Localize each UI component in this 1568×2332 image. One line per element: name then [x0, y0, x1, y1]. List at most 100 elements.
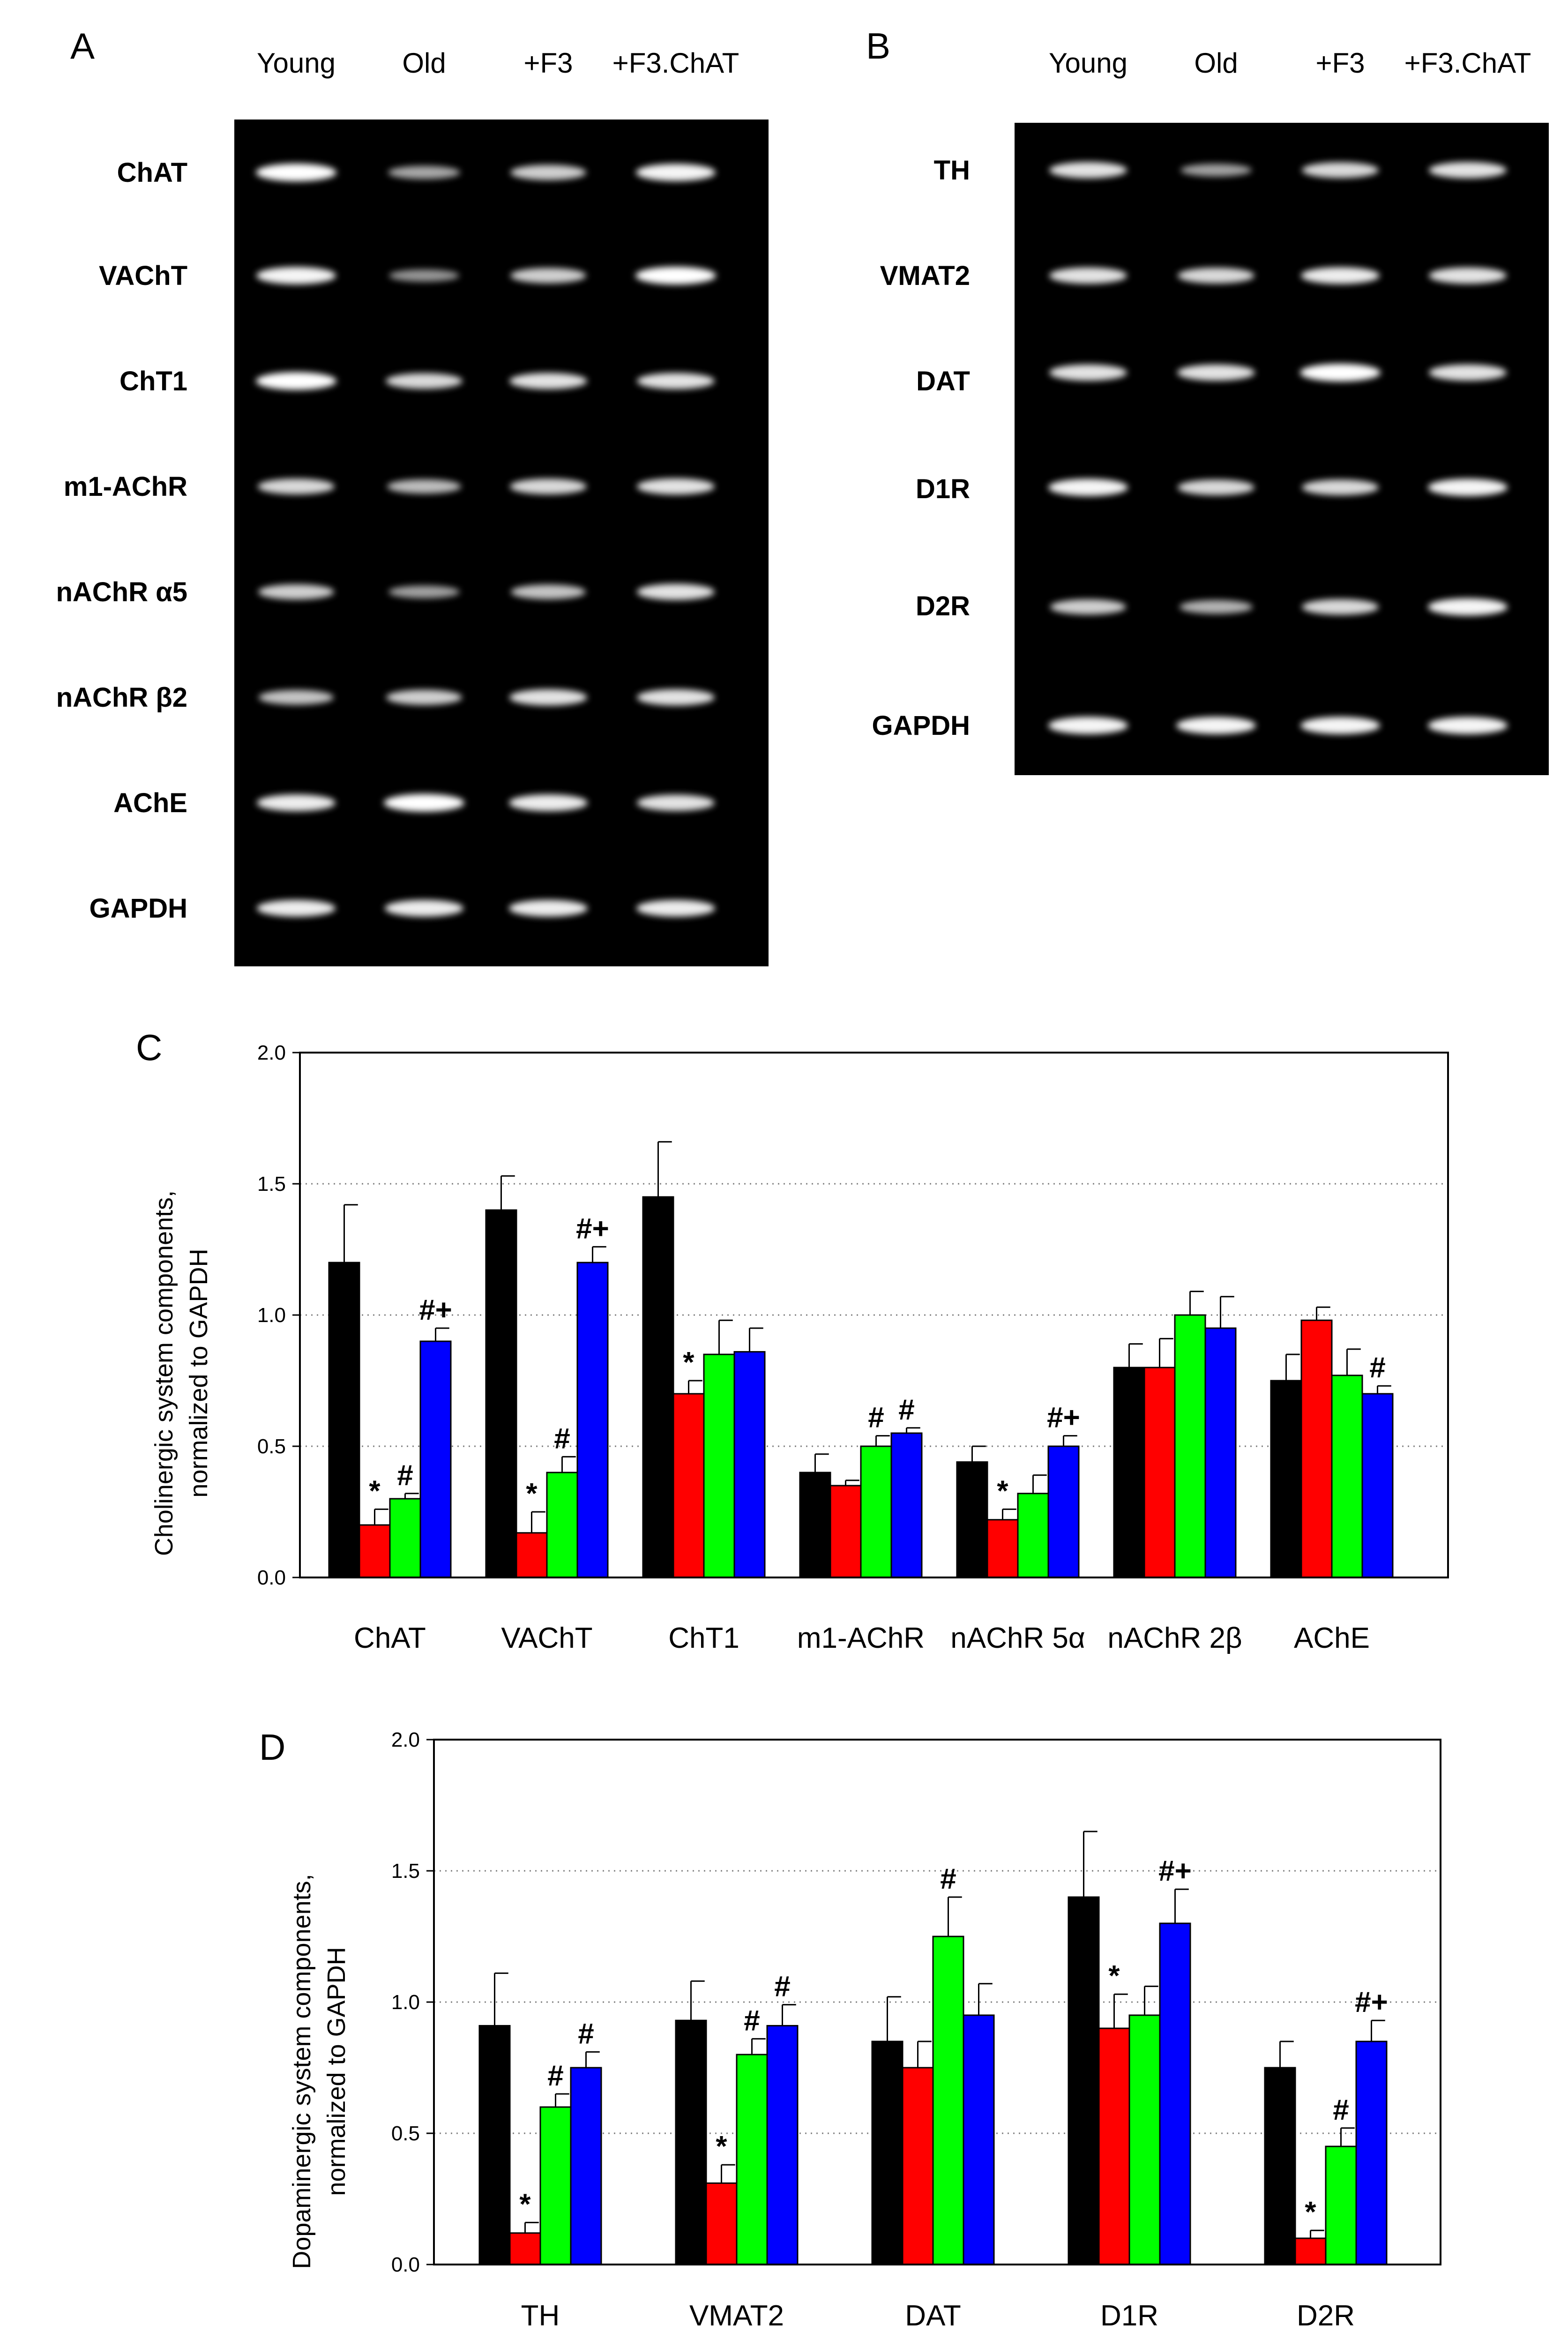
chart-panel-c: C Cholinergic system components, normali… — [136, 1027, 1449, 1654]
chart-c-ache-young-bar — [1270, 1380, 1302, 1578]
chart-d-annotation-11: #+ — [1355, 1986, 1388, 2018]
gel-a-lane-old: Old — [402, 47, 446, 79]
gel-a-band-chat-f3-chat — [636, 164, 716, 181]
chart-c-annotation-8: # — [898, 1394, 914, 1426]
gel-a-gene-cht1: ChT1 — [119, 366, 187, 396]
gel-b-gene-th: TH — [934, 155, 970, 186]
chart-c-chat-young-bar — [328, 1262, 360, 1578]
chart-c-category-label-nachr-5: nAChR 5α — [950, 1622, 1085, 1654]
gel-a-gene-nachr-a5: nAChR α5 — [56, 577, 187, 607]
chart-c-annotation-1: # — [397, 1459, 413, 1492]
gel-b-band-dat-young — [1049, 364, 1127, 381]
chart-c-category-label-nachr-2: nAChR 2β — [1107, 1622, 1242, 1654]
chart-d-ylabel-line1: Dopaminergic system components, — [288, 1874, 316, 2269]
chart-d-dat-old-bar — [902, 2067, 934, 2265]
chart-d-dat-young-bar — [871, 2040, 903, 2265]
chart-c-annotation-9: * — [997, 1475, 1008, 1507]
gel-b-band-vmat2-young — [1049, 267, 1127, 284]
chart-d-d1r-old-bar — [1098, 2027, 1130, 2265]
gel-a-band-nachr-5-f3 — [511, 584, 586, 599]
gel-a-band-nachr-2-old — [386, 689, 462, 705]
gel-b-band-vmat2-old — [1178, 268, 1254, 284]
chart-c-ytick-label-2: 1.0 — [257, 1304, 286, 1327]
chart-c-m1-achr-young-bar — [799, 1472, 831, 1578]
chart-d-annotation-7: * — [1108, 1960, 1120, 1992]
gel-a-band-cht1-f3 — [509, 373, 587, 389]
gel-a-background — [234, 120, 769, 966]
chart-c-annotation-3: * — [526, 1478, 538, 1510]
gel-b-background — [1015, 123, 1549, 775]
chart-c-annotation-2: #+ — [419, 1294, 452, 1326]
gel-b-band-th-old — [1180, 164, 1252, 177]
gel-a-lane-young: Young — [257, 47, 336, 79]
chart-d-annotation-0: * — [519, 2188, 531, 2220]
chart-c-annotation-10: #+ — [1047, 1402, 1080, 1434]
chart-d-annotation-2: # — [578, 2018, 594, 2050]
chart-d-dat-f3-chat-bar — [963, 2014, 995, 2265]
gel-panel-a: A Young Old +F3 +F3.ChAT ChAT VAChT ChT1… — [56, 25, 769, 966]
chart-d-annotation-10: # — [1333, 2094, 1349, 2126]
chart-d-ytick-label-0: 0.0 — [391, 2253, 420, 2276]
chart-d-d2r-f3-bar — [1325, 2145, 1357, 2265]
gel-b-band-gapdh-f3 — [1300, 717, 1380, 734]
chart-d-dat-f3-bar — [932, 1936, 964, 2265]
chart-d-annotation-4: # — [744, 2004, 760, 2037]
chart-d-th-old-bar — [509, 2232, 541, 2265]
gel-a-band-cht1-young — [256, 372, 336, 390]
chart-d-ytick-label-3: 1.5 — [391, 1860, 420, 1883]
gel-a-band-gapdh-f3-chat — [636, 900, 715, 917]
panel-label-a: A — [70, 25, 95, 67]
chart-c-category-label-cht1: ChT1 — [668, 1622, 739, 1654]
chart-d-d1r-young-bar — [1068, 1896, 1100, 2265]
gel-a-band-cht1-old — [386, 373, 463, 389]
chart-c-nachr-2-f3-bar — [1174, 1314, 1206, 1578]
chart-c-cht1-old-bar — [672, 1393, 705, 1578]
gel-a-lane-f3: +F3 — [523, 47, 573, 79]
chart-c-vacht-old-bar — [515, 1532, 548, 1578]
gel-a-gene-vacht: VAChT — [99, 261, 187, 291]
chart-d-plot-area: TH VMAT2 DAT D1R D2R * # # * # # # * #+ * # #+ 0.0 0.5 1.0 1… — [391, 1728, 1441, 2332]
gel-a-band-chat-old — [388, 165, 460, 179]
gel-b-lane-young: Young — [1049, 47, 1127, 79]
gel-a-band-gapdh-young — [257, 900, 336, 917]
gel-b-band-gapdh-old — [1176, 717, 1256, 734]
chart-d-annotation-8: #+ — [1158, 1855, 1192, 1887]
chart-c-nachr-2-young-bar — [1113, 1367, 1145, 1578]
chart-c-m1-achr-f3-chat-bar — [890, 1432, 923, 1578]
chart-c-ytick-label-0: 0.0 — [257, 1566, 286, 1589]
chart-c-ytick-label-1: 0.5 — [257, 1435, 286, 1458]
gel-a-band-vacht-young — [256, 267, 336, 284]
chart-c-annotation-0: * — [369, 1475, 381, 1507]
chart-c-nachr-5-f3-chat-bar — [1047, 1445, 1080, 1578]
chart-panel-d: D Dopaminergic system components, normal… — [259, 1727, 1441, 2332]
gel-a-band-cht1-f3-chat — [637, 373, 715, 389]
chart-d-annotation-3: * — [716, 2130, 727, 2163]
chart-c-ache-old-bar — [1300, 1319, 1333, 1578]
gel-a-band-chat-f3 — [510, 164, 586, 180]
chart-d-d1r-f3-chat-bar — [1159, 1922, 1191, 2265]
gel-b-band-th-f3 — [1302, 162, 1379, 178]
chart-d-category-label-th: TH — [521, 2300, 560, 2332]
chart-d-th-f3-bar — [539, 2106, 572, 2265]
gel-a-band-nachr-5-old — [388, 585, 460, 598]
chart-c-annotation-4: # — [554, 1422, 570, 1455]
gel-a-bands — [256, 164, 716, 917]
gel-a-band-chat-young — [256, 164, 336, 181]
chart-c-m1-achr-f3-bar — [860, 1445, 892, 1578]
gel-a-band-nachr-5-f3-chat — [637, 583, 715, 600]
gel-b-band-gapdh-f3-chat — [1428, 717, 1508, 734]
gel-b-band-d1r-young — [1048, 478, 1128, 496]
gel-a-band-vacht-f3-chat — [635, 267, 716, 284]
chart-c-nachr-5-young-bar — [956, 1461, 988, 1578]
chart-c-chat-f3-chat-bar — [419, 1340, 452, 1578]
chart-d-d1r-f3-bar — [1128, 2014, 1161, 2265]
chart-d-category-label-dat: DAT — [905, 2300, 961, 2332]
chart-c-ylabel-line2: normalized to GAPDH — [185, 1248, 213, 1497]
panel-label-b: B — [866, 25, 890, 67]
chart-c-annotation-5: #+ — [576, 1212, 609, 1245]
gel-b-lane-old: Old — [1194, 47, 1238, 79]
chart-d-ytick-label-2: 1.0 — [391, 1991, 420, 2014]
chart-c-m1-achr-old-bar — [829, 1485, 862, 1578]
gel-a-lane-f3-chat: +F3.ChAT — [612, 47, 739, 79]
gel-a-band-m1-achr-young — [258, 478, 335, 494]
